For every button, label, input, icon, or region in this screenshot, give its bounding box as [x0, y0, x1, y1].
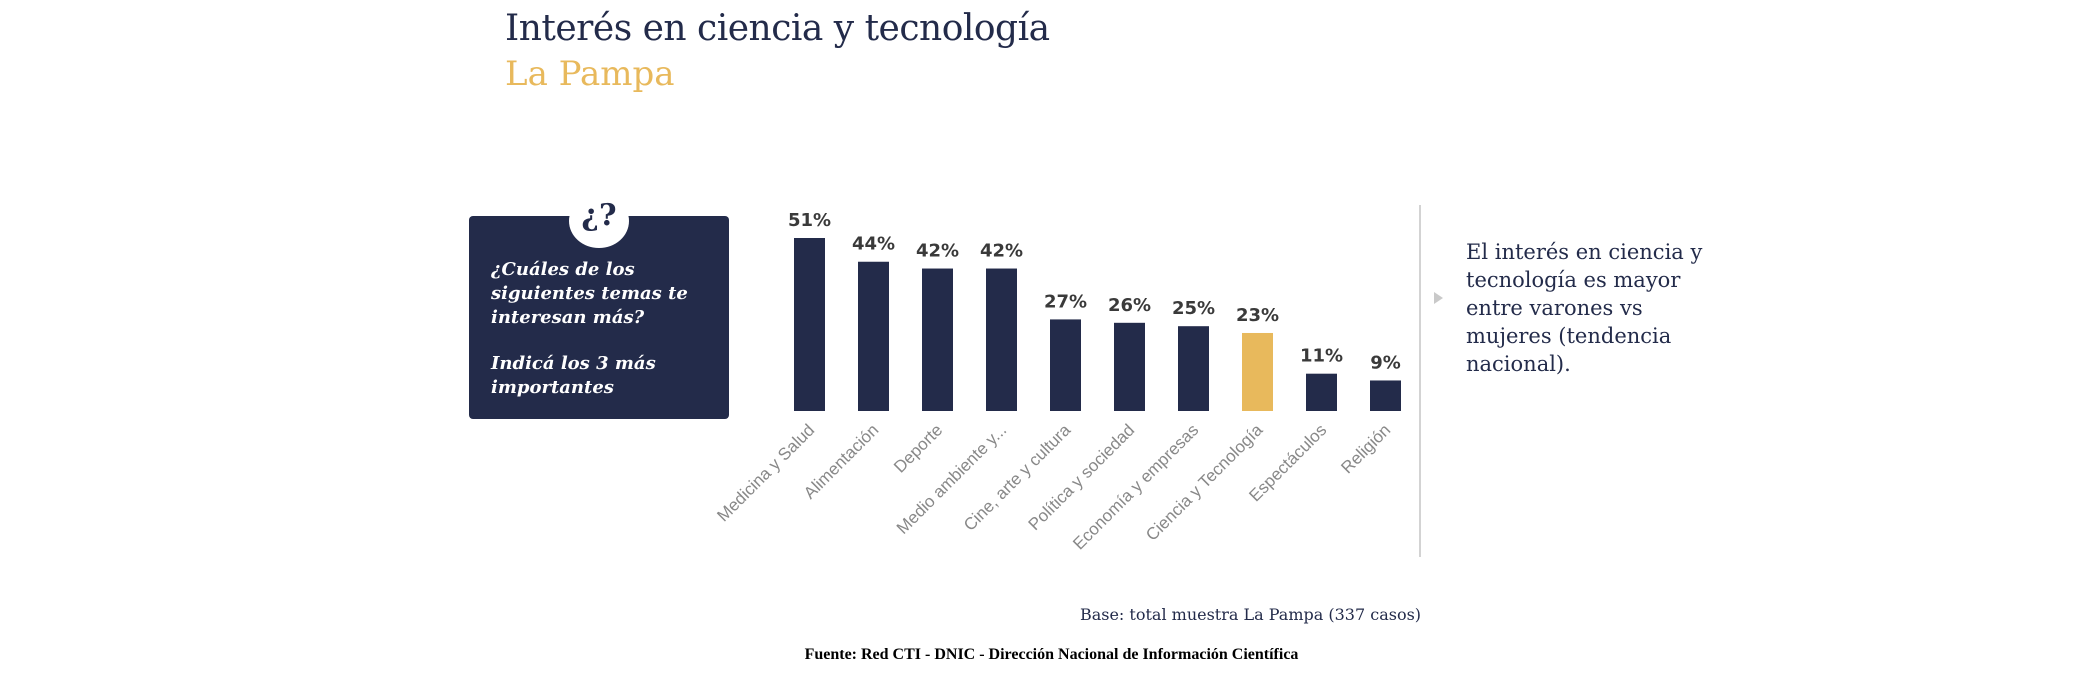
bar-value-label: 26% [1108, 295, 1151, 316]
question-mark-icon: ¿? [569, 194, 629, 248]
bar-value-label: 51% [788, 210, 831, 231]
category-label: Economía y empresas [1069, 420, 1202, 553]
bar-10 [1370, 380, 1401, 411]
insight-note: El interés en ciencia y tecnología es ma… [1466, 240, 1703, 376]
question-box [469, 216, 729, 419]
bar-8 [1242, 332, 1273, 411]
question-instruction: Indicá los 3 más importantes [491, 353, 656, 398]
bar-value-label: 27% [1044, 291, 1087, 312]
bar-3 [922, 268, 953, 411]
source-note: Fuente: Red CTI - DNIC - Dirección Nacio… [804, 646, 1299, 663]
category-label: Ciencia y Tecnología [1142, 420, 1267, 545]
bar-6 [1114, 322, 1145, 411]
vertical-divider [1419, 205, 1421, 557]
bar-value-label: 44% [852, 234, 895, 255]
category-label: Deporte [890, 420, 946, 476]
question-text: ¿Cuáles de los siguientes temas te inter… [491, 259, 688, 328]
bar-value-label: 23% [1236, 305, 1279, 326]
bar-value-label: 42% [916, 241, 959, 262]
bar-5 [1050, 319, 1081, 411]
bar-9 [1306, 373, 1337, 411]
page-subtitle: La Pampa [505, 54, 675, 94]
category-label: Cine, arte y cultura [960, 420, 1075, 535]
bar-value-label: 25% [1172, 298, 1215, 319]
bar-value-label: 42% [980, 241, 1023, 262]
bar-4 [986, 268, 1017, 411]
category-label: Medio ambiente y... [893, 420, 1010, 537]
bar-value-label: 9% [1370, 352, 1401, 373]
arrow-right-icon [1434, 292, 1443, 304]
page-title: Interés en ciencia y tecnología [505, 8, 1050, 49]
bar-7 [1178, 326, 1209, 411]
category-label: Medicina y Salud [713, 420, 818, 525]
bar-2 [858, 261, 889, 411]
base-note: Base: total muestra La Pampa (337 casos) [1079, 605, 1422, 624]
category-label: Política y sociedad [1025, 420, 1139, 534]
bar-value-label: 11% [1300, 346, 1343, 367]
bar-1 [794, 238, 825, 411]
category-label: Religión [1337, 420, 1394, 477]
